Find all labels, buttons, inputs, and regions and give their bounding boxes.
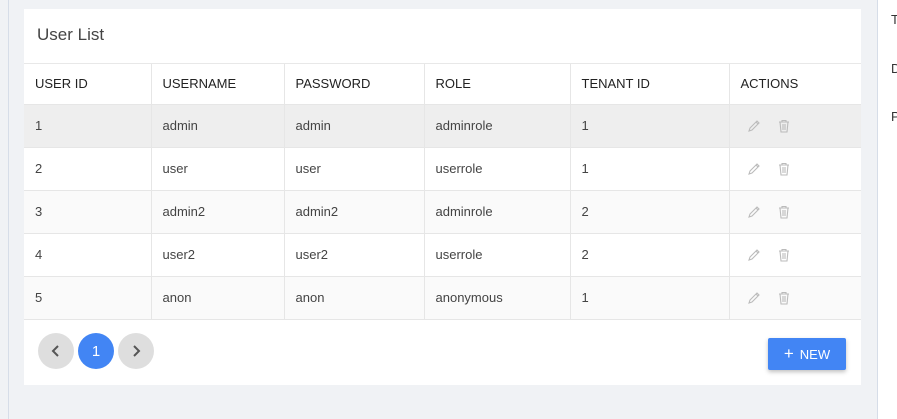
user-list-card: User List USER ID USERNAME PASSWORD ROLE TEN… <box>24 9 861 385</box>
table-cell: 4 <box>24 233 152 277</box>
column-header: TENANT ID <box>570 64 730 105</box>
table-row: 2 user user userrole 1 <box>24 147 861 191</box>
table-row: 1 admin admin adminrole 1 <box>24 104 861 148</box>
edit-pencil-icon[interactable] <box>747 248 761 262</box>
edit-pencil-icon[interactable] <box>747 205 761 219</box>
table-cell: anon <box>284 276 425 320</box>
column-header: PASSWORD <box>284 64 425 105</box>
plus-icon: + <box>783 344 794 363</box>
delete-trash-icon[interactable] <box>777 119 791 133</box>
table-cell: anonymous <box>424 276 571 320</box>
table-row: 3 admin2 admin2 adminrole 2 <box>24 190 861 234</box>
actions-cell <box>729 233 861 277</box>
chevron-left-icon <box>51 345 59 357</box>
right-panel: T D P <box>877 0 897 419</box>
edit-pencil-icon[interactable] <box>747 291 761 305</box>
right-panel-label: P <box>891 109 897 124</box>
column-header: USER ID <box>24 64 152 105</box>
table-cell: 5 <box>24 276 152 320</box>
user-table: USER ID USERNAME PASSWORD ROLE TENANT ID ACTI… <box>24 64 861 320</box>
table-cell: 2 <box>570 233 730 277</box>
table-cell: 2 <box>570 190 730 234</box>
column-header: ACTIONS <box>729 64 861 105</box>
table-cell: user <box>151 147 285 191</box>
actions-cell <box>729 190 861 234</box>
table-cell: user <box>284 147 425 191</box>
table-cell: user2 <box>151 233 285 277</box>
left-border <box>8 0 9 419</box>
column-header: USERNAME <box>151 64 285 105</box>
delete-trash-icon[interactable] <box>777 291 791 305</box>
card-title: User List <box>24 9 861 64</box>
table-cell: 1 <box>24 104 152 148</box>
table-cell: user2 <box>284 233 425 277</box>
table-cell: 2 <box>24 147 152 191</box>
edit-pencil-icon[interactable] <box>747 119 761 133</box>
table-cell: 1 <box>570 276 730 320</box>
table-cell: userrole <box>424 147 571 191</box>
actions-cell <box>729 104 861 148</box>
table-cell: 1 <box>570 104 730 148</box>
delete-trash-icon[interactable] <box>777 205 791 219</box>
right-panel-label: T <box>891 12 897 27</box>
table-row: 4 user2 user2 userrole 2 <box>24 233 861 277</box>
table-cell: admin <box>284 104 425 148</box>
delete-trash-icon[interactable] <box>777 248 791 262</box>
new-button[interactable]: + NEW <box>768 338 846 370</box>
next-page-button[interactable] <box>118 333 154 369</box>
table-cell: 1 <box>570 147 730 191</box>
table-cell: userrole <box>424 233 571 277</box>
delete-trash-icon[interactable] <box>777 162 791 176</box>
column-header: ROLE <box>424 64 571 105</box>
actions-cell <box>729 276 861 320</box>
pagination: 1 <box>38 333 154 369</box>
edit-pencil-icon[interactable] <box>747 162 761 176</box>
table-row: 5 anon anon anonymous 1 <box>24 276 861 320</box>
page-button-1[interactable]: 1 <box>78 333 114 369</box>
right-panel-label: D <box>891 61 897 76</box>
table-cell: anon <box>151 276 285 320</box>
actions-cell <box>729 147 861 191</box>
table-cell: admin2 <box>284 190 425 234</box>
table-cell: adminrole <box>424 104 571 148</box>
prev-page-button[interactable] <box>38 333 74 369</box>
new-button-label: NEW <box>799 346 831 362</box>
table-cell: admin2 <box>151 190 285 234</box>
chevron-right-icon <box>133 345 141 357</box>
table-cell: 3 <box>24 190 152 234</box>
table-cell: admin <box>151 104 285 148</box>
table-cell: adminrole <box>424 190 571 234</box>
